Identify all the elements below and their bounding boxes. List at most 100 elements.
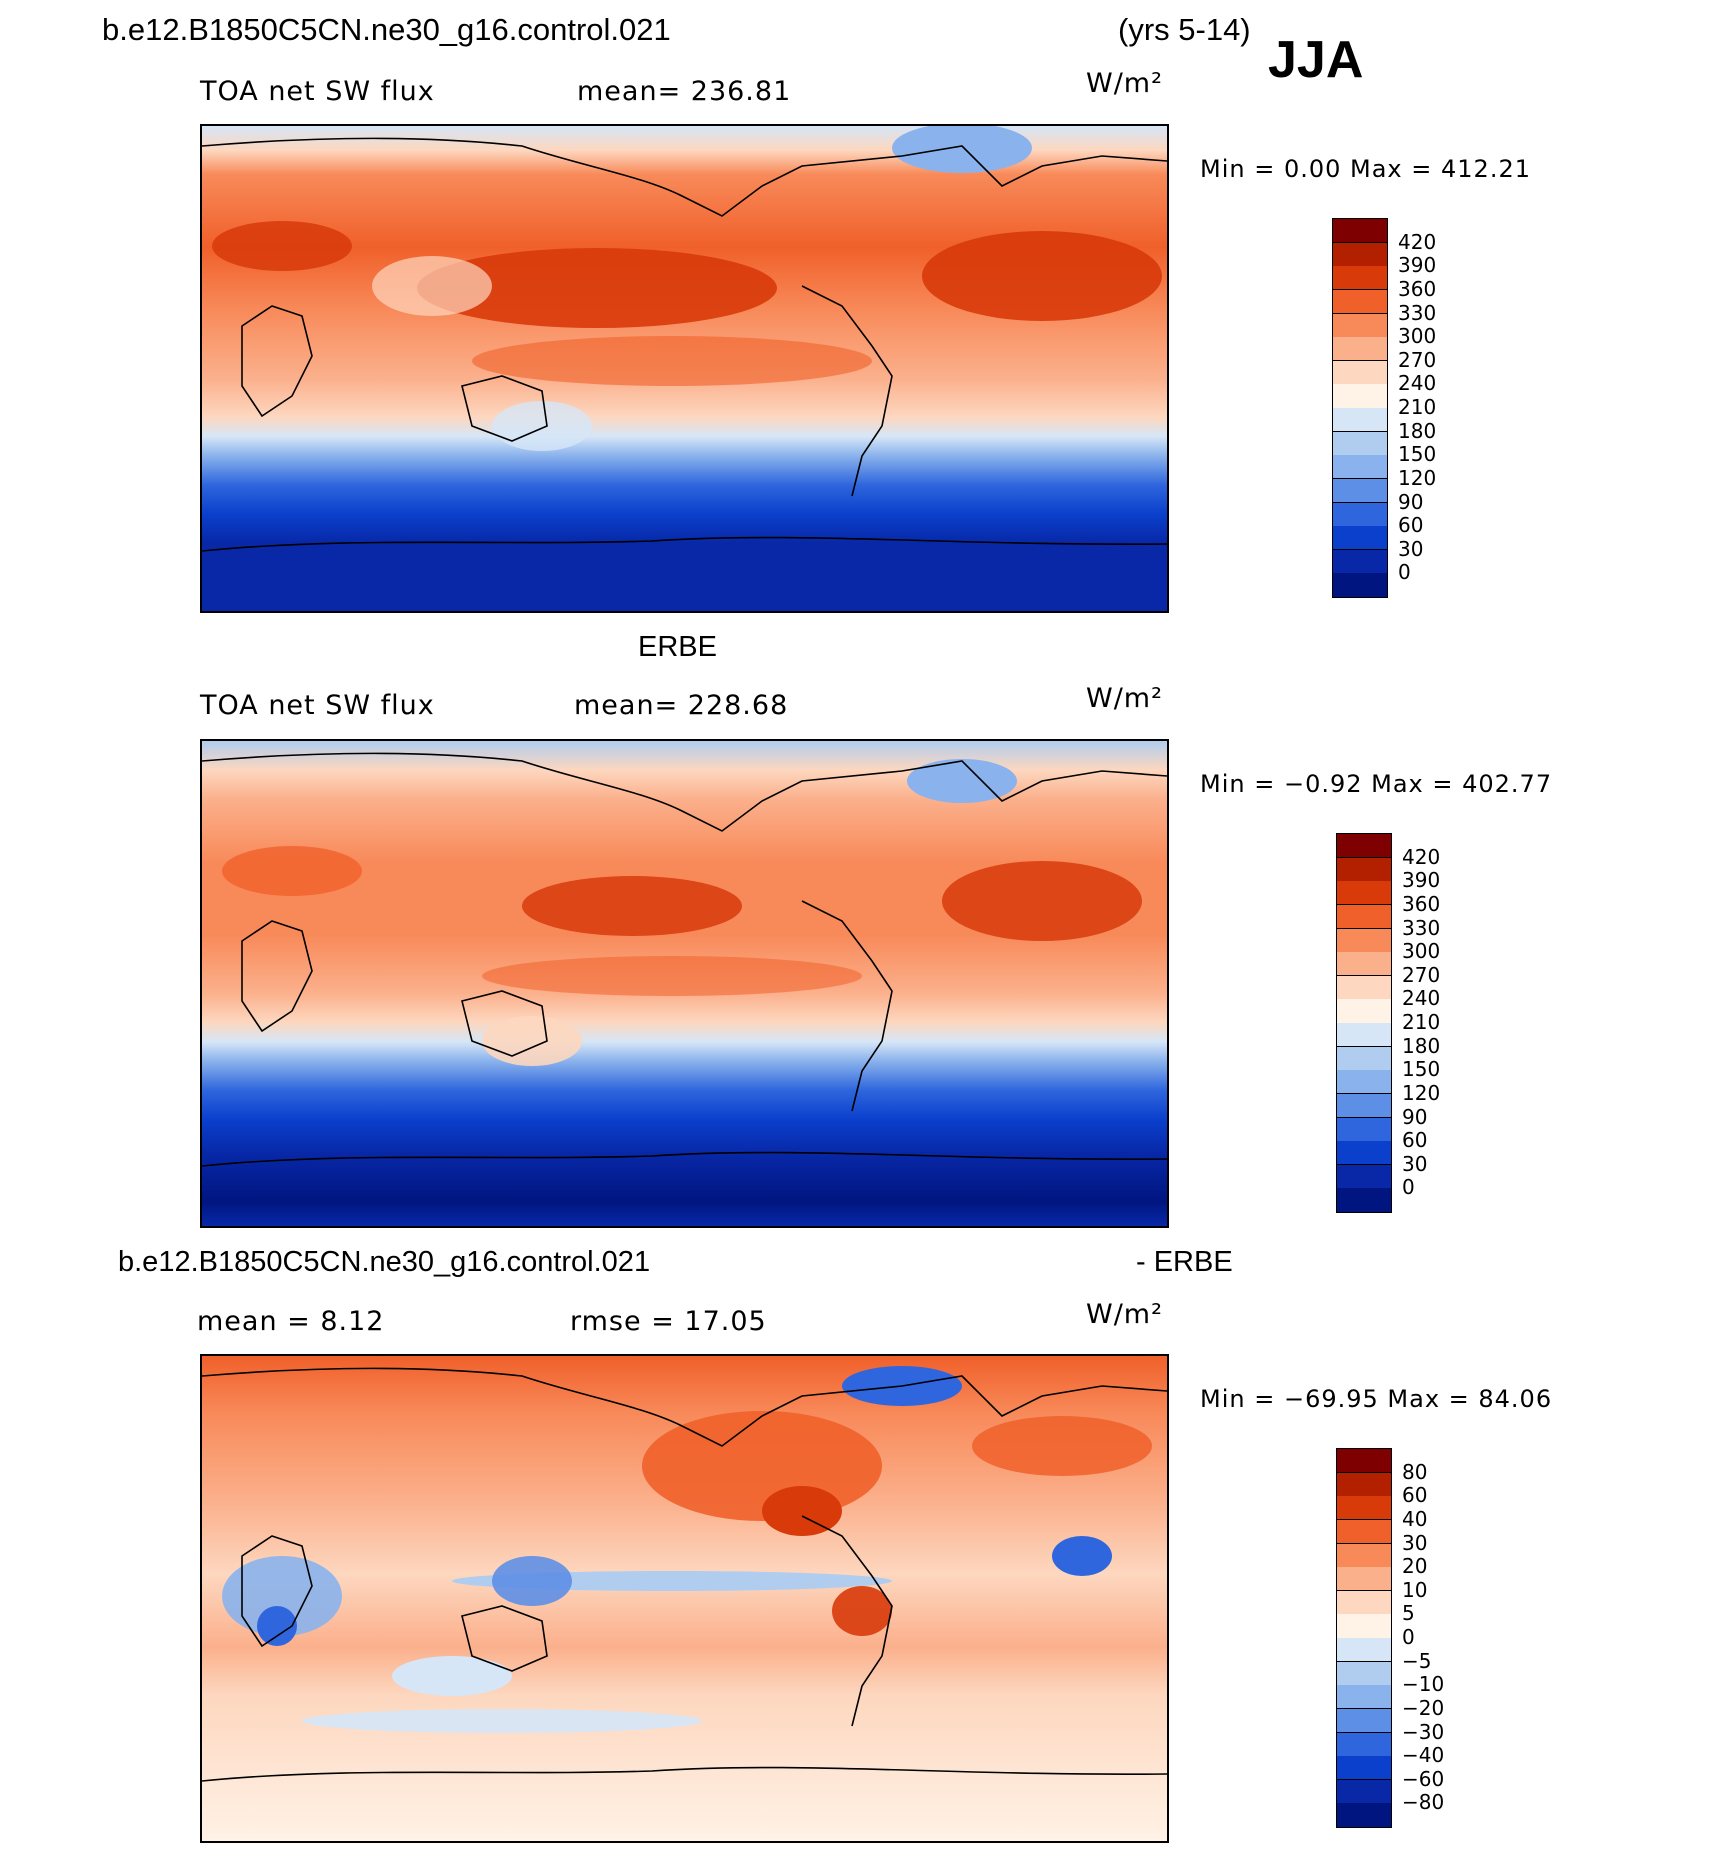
colorbar-tick-label: 30 <box>1402 1530 1428 1555</box>
colorbar-tick-label: 300 <box>1402 939 1441 964</box>
colorbar-tick-label: 270 <box>1402 962 1441 987</box>
colorbar-swatch <box>1337 1685 1391 1710</box>
colorbar-tick-label: 300 <box>1398 324 1437 349</box>
colorbar-swatch <box>1333 360 1387 385</box>
colorbar-swatch <box>1337 1661 1391 1686</box>
map-model-svg <box>202 126 1167 611</box>
colorbar-erbe-box <box>1336 833 1392 1213</box>
colorbar-tick-label: −80 <box>1402 1790 1445 1815</box>
colorbar-swatch <box>1337 1093 1391 1118</box>
colorbar-tick-label: 270 <box>1398 347 1437 372</box>
colorbar-tick-label: 330 <box>1402 915 1441 940</box>
colorbar-tick-label: 20 <box>1402 1554 1428 1579</box>
colorbar-swatch <box>1337 1117 1391 1142</box>
panel3-units: W/m² <box>1086 1299 1163 1330</box>
colorbar-swatch <box>1337 1803 1391 1828</box>
colorbar-tick-label: 390 <box>1402 868 1441 893</box>
case-title: b.e12.B1850C5CN.ne30_g16.control.021 <box>102 12 671 47</box>
colorbar-swatch <box>1333 526 1387 551</box>
colorbar-tick-label: −10 <box>1402 1672 1445 1697</box>
colorbar-tick-label: 390 <box>1398 253 1437 278</box>
colorbar-swatch <box>1337 1756 1391 1781</box>
colorbar-swatch <box>1333 455 1387 480</box>
panel1-mean: mean= 236.81 <box>577 76 792 107</box>
colorbar-swatch <box>1337 1543 1391 1568</box>
colorbar-swatch <box>1337 1590 1391 1615</box>
panel1-variable: TOA net SW flux <box>200 76 435 107</box>
colorbar-swatch <box>1337 1614 1391 1639</box>
colorbar-swatch <box>1333 502 1387 527</box>
panel2-variable: TOA net SW flux <box>200 690 435 721</box>
colorbar-tick-label: 90 <box>1402 1104 1428 1129</box>
colorbar-swatch <box>1333 289 1387 314</box>
colorbar-tick-label: 180 <box>1398 418 1437 443</box>
panel2-mean: mean= 228.68 <box>574 690 789 721</box>
colorbar-tick-label: 240 <box>1402 986 1441 1011</box>
colorbar-tick-label: 150 <box>1402 1057 1441 1082</box>
colorbar-swatch <box>1337 975 1391 1000</box>
colorbar-swatch <box>1337 1638 1391 1663</box>
season-label: JJA <box>1268 31 1364 89</box>
colorbar-swatch <box>1337 928 1391 953</box>
colorbar-swatch <box>1333 242 1387 267</box>
colorbar-tick-label: −40 <box>1402 1743 1445 1768</box>
colorbar-model-box <box>1332 218 1388 598</box>
colorbar-swatch <box>1333 313 1387 338</box>
colorbar-tick-label: 360 <box>1398 276 1437 301</box>
colorbar-swatch <box>1337 857 1391 882</box>
panel3-title-left: b.e12.B1850C5CN.ne30_g16.control.021 <box>118 1246 651 1278</box>
colorbar-swatch <box>1337 1070 1391 1095</box>
colorbar-tick-label: 150 <box>1398 442 1437 467</box>
colorbar-difference-box <box>1336 1448 1392 1828</box>
colorbar-tick-label: 30 <box>1402 1151 1428 1176</box>
years-label: (yrs 5-14) <box>1118 12 1251 47</box>
panel1-units: W/m² <box>1086 68 1163 99</box>
colorbar-tick-label: 360 <box>1402 891 1441 916</box>
colorbar-swatch <box>1337 1779 1391 1804</box>
colorbar-swatch <box>1337 1046 1391 1071</box>
colorbar-swatch <box>1337 1708 1391 1733</box>
map-difference-svg <box>202 1356 1167 1841</box>
panel3-rmse: rmse = 17.05 <box>570 1306 767 1337</box>
colorbar-tick-label: 60 <box>1402 1483 1428 1508</box>
colorbar-swatch <box>1337 1567 1391 1592</box>
colorbar-swatch <box>1337 1519 1391 1544</box>
colorbar-swatch <box>1333 549 1387 574</box>
colorbar-swatch <box>1337 1472 1391 1497</box>
colorbar-swatch <box>1333 384 1387 409</box>
panel3-mean: mean = 8.12 <box>197 1306 385 1337</box>
colorbar-tick-label: 40 <box>1402 1506 1428 1531</box>
panel2-minmax: Min = −0.92 Max = 402.77 <box>1200 770 1553 798</box>
colorbar-tick-label: 420 <box>1402 844 1441 869</box>
colorbar-swatch <box>1337 1188 1391 1213</box>
colorbar-tick-label: 210 <box>1398 395 1437 419</box>
colorbar-tick-label: 80 <box>1402 1459 1428 1484</box>
colorbar-swatch <box>1333 478 1387 503</box>
colorbar-tick-label: 210 <box>1402 1010 1441 1034</box>
colorbar-swatch <box>1337 952 1391 977</box>
colorbar-swatch <box>1337 1449 1391 1474</box>
colorbar-tick-label: 240 <box>1398 371 1437 396</box>
colorbar-tick-label: 0 <box>1402 1625 1415 1649</box>
colorbar-swatch <box>1337 834 1391 859</box>
colorbar-swatch <box>1333 573 1387 598</box>
map-erbe <box>200 739 1169 1228</box>
colorbar-tick-label: 5 <box>1402 1601 1415 1626</box>
colorbar-swatch <box>1337 1141 1391 1166</box>
colorbar-tick-label: 90 <box>1398 489 1424 514</box>
colorbar-tick-label: 30 <box>1398 536 1424 561</box>
panel3-minmax: Min = −69.95 Max = 84.06 <box>1200 1385 1553 1413</box>
panel3-title-right: - ERBE <box>1136 1246 1233 1278</box>
colorbar-swatch <box>1337 1023 1391 1048</box>
colorbar-tick-label: −5 <box>1402 1648 1432 1673</box>
colorbar-swatch <box>1333 431 1387 456</box>
colorbar-tick-label: 0 <box>1398 560 1411 585</box>
colorbar-swatch <box>1337 1732 1391 1757</box>
colorbar-swatch <box>1337 881 1391 906</box>
colorbar-swatch <box>1333 219 1387 244</box>
panel2-title: ERBE <box>638 631 717 663</box>
colorbar-tick-label: 60 <box>1402 1128 1428 1153</box>
colorbar-swatch <box>1337 1496 1391 1521</box>
colorbar-swatch <box>1333 337 1387 362</box>
colorbar-tick-label: 0 <box>1402 1175 1415 1200</box>
